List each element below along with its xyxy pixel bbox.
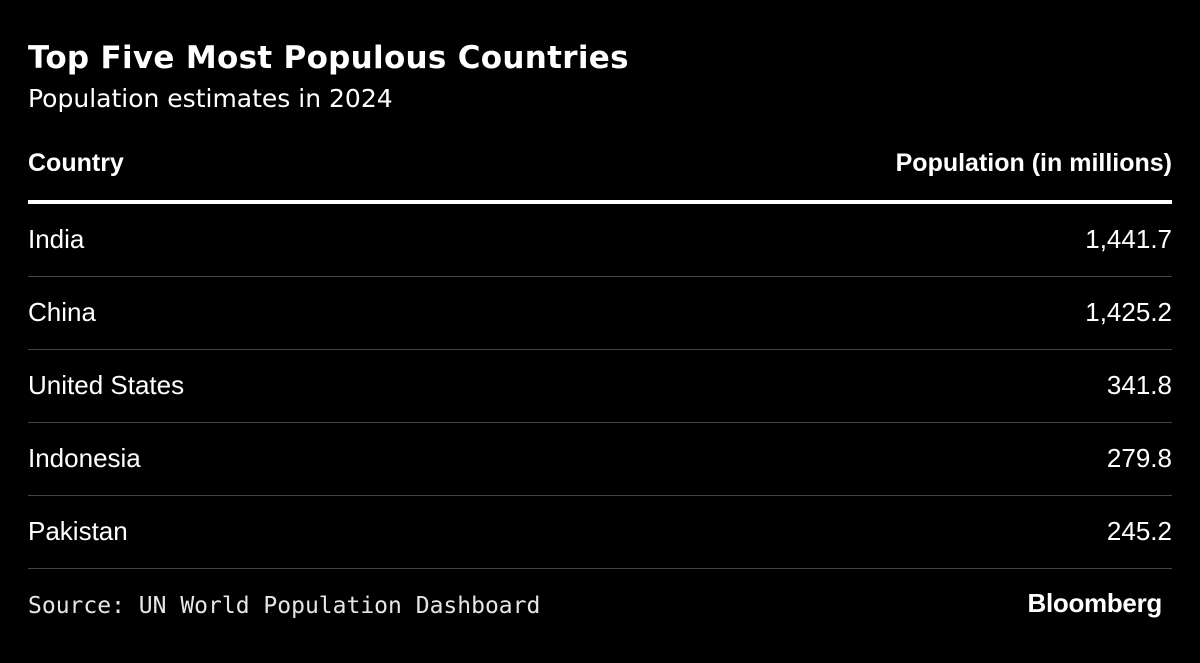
table-row: Indonesia 279.8 <box>28 423 1172 496</box>
chart-frame: Top Five Most Populous Countries Populat… <box>28 0 1172 663</box>
country-cell: Pakistan <box>28 516 128 546</box>
source-note: Source: UN World Population Dashboard <box>28 593 541 619</box>
table-row: India 1,441.7 <box>28 204 1172 277</box>
column-header-population: Population (in millions) <box>895 149 1172 177</box>
country-cell: United States <box>28 370 185 400</box>
population-cell: 1,425.2 <box>1085 297 1172 327</box>
population-cell: 1,441.7 <box>1085 224 1172 254</box>
column-header-country: Country <box>28 149 124 177</box>
table-row: Pakistan 245.2 <box>28 496 1172 569</box>
chart-subtitle: Population estimates in 2024 <box>28 84 393 113</box>
table-header: Country Population (in millions) <box>28 130 1172 204</box>
population-table: Country Population (in millions) India 1… <box>28 130 1172 569</box>
country-cell: Indonesia <box>28 443 141 473</box>
table-row: China 1,425.2 <box>28 277 1172 350</box>
table-row: United States 341.8 <box>28 350 1172 423</box>
population-cell: 279.8 <box>1106 443 1172 473</box>
country-cell: China <box>28 297 96 327</box>
bloomberg-logo: Bloomberg <box>1027 588 1162 618</box>
country-cell: India <box>28 224 85 254</box>
population-cell: 341.8 <box>1106 370 1172 400</box>
chart-title: Top Five Most Populous Countries <box>28 40 629 76</box>
population-cell: 245.2 <box>1106 516 1172 546</box>
